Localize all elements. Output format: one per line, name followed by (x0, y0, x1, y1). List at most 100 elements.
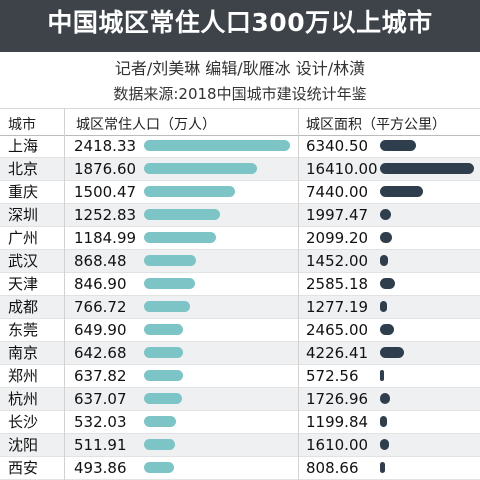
area-value: 1277.19 (306, 298, 369, 316)
area-bar (380, 393, 390, 404)
area-bar (380, 255, 389, 266)
city-name: 杭州 (8, 390, 39, 408)
population-bar (144, 324, 184, 335)
population-bar (144, 370, 183, 381)
area-value: 572.56 (306, 367, 359, 385)
population-bar (144, 439, 175, 450)
area-value: 2585.18 (306, 275, 369, 293)
population-bar (144, 186, 235, 197)
population-value: 868.48 (74, 252, 127, 270)
area-value: 16410.00 (306, 160, 378, 178)
population-value: 642.68 (74, 344, 127, 362)
population-bar (144, 301, 191, 312)
population-bar (144, 255, 197, 266)
area-value: 6340.50 (306, 137, 369, 155)
area-bar (380, 163, 474, 174)
city-name: 武汉 (8, 252, 39, 270)
area-bar (380, 324, 395, 335)
column-divider (64, 108, 65, 480)
table-header: 城市 城区常住人口（万人） 城区面积（平方公里） (0, 108, 480, 136)
area-value: 808.66 (306, 459, 359, 477)
population-bar (144, 278, 196, 289)
area-value: 1997.47 (306, 206, 369, 224)
population-value: 766.72 (74, 298, 127, 316)
table-row: 杭州 637.07 1726.96 (0, 388, 480, 411)
page-title: 中国城区常住人口300万以上城市 (47, 8, 433, 37)
table-row: 广州 1184.99 2099.20 (0, 227, 480, 250)
population-bar (144, 232, 216, 243)
city-name: 重庆 (8, 183, 39, 201)
area-bar (380, 416, 387, 427)
column-divider (298, 108, 299, 480)
city-name: 沈阳 (8, 436, 39, 454)
area-bar (380, 439, 390, 450)
population-bar (144, 347, 183, 358)
area-value: 2465.00 (306, 321, 369, 339)
credits-line: 记者/刘美琳 编辑/耿雁冰 设计/林潢 (114, 59, 366, 78)
table-row: 沈阳 511.91 1610.00 (0, 434, 480, 457)
table-row: 成都 766.72 1277.19 (0, 296, 480, 319)
area-value: 1199.84 (306, 413, 369, 431)
title-banner: 中国城区常住人口300万以上城市 (0, 0, 480, 52)
table-row: 南京 642.68 4226.41 (0, 342, 480, 365)
population-bar (144, 393, 183, 404)
city-name: 长沙 (8, 413, 39, 431)
area-value: 1610.00 (306, 436, 369, 454)
population-bar (144, 209, 220, 220)
population-value: 649.90 (74, 321, 127, 339)
table-row: 上海 2418.33 6340.50 (0, 135, 480, 158)
area-bar (380, 186, 423, 197)
population-bar (144, 140, 290, 151)
table-row: 西安 493.86 808.66 (0, 457, 480, 480)
table-row: 东莞 649.90 2465.00 (0, 319, 480, 342)
population-bar (144, 163, 258, 174)
population-value: 511.91 (74, 436, 127, 454)
city-name: 东莞 (8, 321, 39, 339)
table-row: 长沙 532.03 1199.84 (0, 411, 480, 434)
header-population: 城区常住人口（万人） (76, 117, 216, 133)
area-bar (380, 232, 393, 243)
area-bar (380, 278, 395, 289)
table-row: 天津 846.90 2585.18 (0, 273, 480, 296)
table-row: 深圳 1252.83 1997.47 (0, 204, 480, 227)
population-value: 493.86 (74, 459, 127, 477)
city-name: 成都 (8, 298, 39, 316)
population-value: 637.82 (74, 367, 127, 385)
area-value: 2099.20 (306, 229, 369, 247)
population-value: 1500.47 (74, 183, 137, 201)
area-bar (380, 209, 392, 220)
population-value: 1252.83 (74, 206, 137, 224)
population-value: 637.07 (74, 390, 127, 408)
population-value: 1184.99 (74, 229, 137, 247)
table-row: 郑州 637.82 572.56 (0, 365, 480, 388)
city-name: 西安 (8, 459, 39, 477)
city-name: 北京 (8, 160, 39, 178)
area-value: 7440.00 (306, 183, 369, 201)
header-city: 城市 (8, 117, 36, 133)
table-row: 武汉 868.48 1452.00 (0, 250, 480, 273)
city-name: 南京 (8, 344, 39, 362)
city-name: 天津 (8, 275, 39, 293)
city-name: 深圳 (8, 206, 39, 224)
city-name: 上海 (8, 137, 39, 155)
city-name: 广州 (8, 229, 39, 247)
population-bar (144, 416, 177, 427)
area-bar (380, 301, 388, 312)
population-value: 2418.33 (74, 137, 137, 155)
area-bar (380, 370, 384, 381)
header-area: 城区面积（平方公里） (306, 117, 446, 133)
table-row: 重庆 1500.47 7440.00 (0, 181, 480, 204)
area-bar (380, 140, 417, 151)
area-value: 1726.96 (306, 390, 369, 408)
data-source-line: 数据来源:2018中国城市建设统计年鉴 (113, 85, 367, 103)
population-value: 532.03 (74, 413, 127, 431)
area-bar (380, 347, 405, 358)
population-value: 846.90 (74, 275, 127, 293)
area-value: 4226.41 (306, 344, 369, 362)
population-bar (144, 462, 174, 473)
population-value: 1876.60 (74, 160, 137, 178)
city-name: 郑州 (8, 367, 39, 385)
table-row: 北京 1876.60 16410.00 (0, 158, 480, 181)
area-value: 1452.00 (306, 252, 369, 270)
area-bar (380, 462, 385, 473)
